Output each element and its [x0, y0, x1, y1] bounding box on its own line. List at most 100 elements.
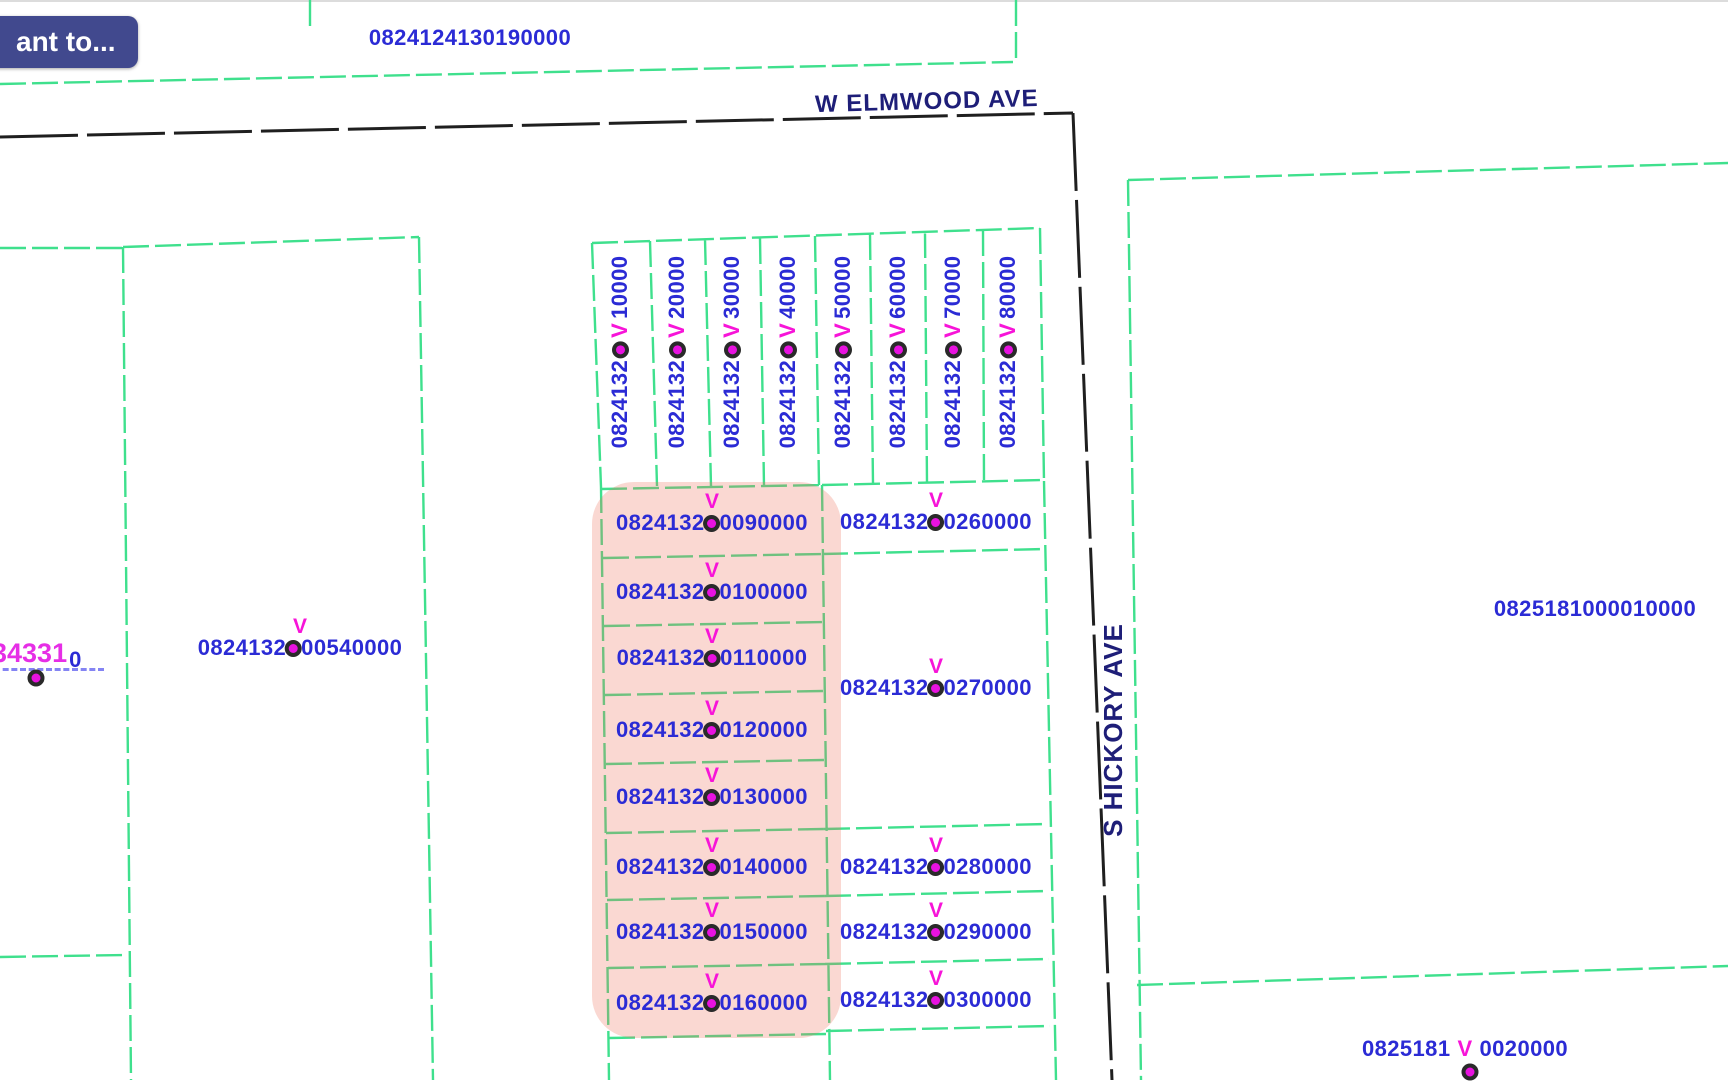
- parcel-id-prefix: 0824132: [616, 579, 705, 604]
- parcel-id-suffix: 0290000: [943, 919, 1032, 944]
- parcel-dot-icon: [779, 340, 797, 358]
- selection-highlight: [592, 482, 841, 1038]
- parcel-id-prefix: 0824132: [616, 645, 706, 670]
- v-marker: V: [928, 834, 944, 857]
- parcel-dot-icon: [703, 858, 721, 876]
- parcel-id-suffix: 0260000: [943, 509, 1032, 534]
- parcel-id-suffix: 0120000: [719, 717, 808, 742]
- parcel-id-prefix: 0824132: [840, 675, 929, 700]
- v-marker: V: [1457, 1036, 1473, 1061]
- parcel-id-suffix: 0280000: [943, 854, 1032, 879]
- v-marker: V: [885, 322, 910, 338]
- parcel-id-prefix: 0824132: [840, 509, 929, 534]
- street-label-elmwood: W ELMWOOD AVE: [814, 84, 1039, 119]
- v-marker: V: [830, 322, 855, 338]
- v-marker: V: [704, 697, 720, 720]
- v-marker: V: [928, 967, 944, 990]
- top-border: [0, 0, 1728, 2]
- parcel-id-prefix: 0824132: [995, 359, 1020, 449]
- parcel-id-suffix: 0300000: [943, 987, 1032, 1012]
- parcel-id-prefix: 0824132: [840, 987, 929, 1012]
- parcel-id-suffix: 0020000: [1479, 1036, 1568, 1061]
- parcel-id-label: V 0824132 0130000: [616, 765, 808, 808]
- parcel-id-suffix: 70000: [940, 255, 965, 319]
- parcel-dot-icon: [27, 669, 45, 687]
- v-marker: V: [928, 655, 944, 678]
- parcel-dot-icon: [285, 639, 303, 657]
- parcel-id-text: 0824132 0130000: [616, 786, 808, 808]
- parcel-dot-icon: [703, 583, 721, 601]
- parcel-id-prefix: 0824132: [616, 990, 705, 1015]
- parcel-dot-icon: [703, 788, 721, 806]
- parcel-dot-icon: [927, 991, 945, 1009]
- parcel-id-suffix: 0100000: [719, 579, 808, 604]
- parcel-dot-icon: [927, 679, 945, 697]
- parcel-id-label: V 0824132 0140000: [616, 835, 808, 879]
- parcel-id-text: 0824132 0150000: [616, 921, 808, 943]
- parcel-dot-icon: [611, 340, 629, 358]
- parcel-id-prefix: 0824132: [616, 919, 705, 944]
- parcel-id-label: V 0824132 0110000: [616, 626, 808, 670]
- parcel-id-suffix: 50000: [830, 255, 855, 319]
- parcel-id-suffix: 0110000: [720, 645, 808, 670]
- parcel-id-text: 0824132 0100000: [616, 581, 808, 603]
- road-lines-black: [0, 111, 1114, 1080]
- parcel-id-prefix: 0824132: [830, 359, 855, 449]
- parcel-id-prefix: 0824132: [616, 784, 705, 809]
- parcel-id-suffix: 00540000: [301, 635, 403, 660]
- parcel-dot-icon: [927, 923, 945, 941]
- parcel-id-suffix: 20000: [664, 255, 689, 319]
- parcel-id-suffix: 30000: [719, 255, 744, 319]
- parcel-dot-icon: [927, 513, 945, 531]
- parcel-id-text: 0824132 0120000: [616, 719, 808, 741]
- parcel-id-prefix: 0824132: [840, 854, 929, 879]
- parcel-dot-icon: [927, 858, 945, 876]
- v-marker: V: [704, 834, 720, 857]
- parcel-id-prefix: 0824132: [616, 854, 705, 879]
- parcel-dot-icon: [703, 721, 721, 739]
- parcel-id-suffix: 10000: [607, 255, 632, 319]
- parcel-id-label: V 0824132 0150000: [616, 900, 808, 943]
- parcel-column-label: 0824132 V 10000: [607, 255, 632, 449]
- parcel-dot-icon: [703, 994, 721, 1012]
- parcel-column-label: 0824132 V 70000: [940, 255, 965, 449]
- parcel-id-prefix: 0825181: [1362, 1036, 1451, 1061]
- v-marker: V: [704, 764, 720, 787]
- v-marker: V: [704, 970, 720, 993]
- parcel-id-label: 0824124130190000: [368, 25, 572, 50]
- parcel-id-suffix: 0160000: [719, 990, 808, 1015]
- parcel-id-suffix: 0140000: [719, 854, 808, 879]
- parcel-id-suffix: 0090000: [719, 510, 808, 535]
- parcel-dot-icon: [889, 340, 907, 358]
- v-marker: V: [664, 322, 689, 338]
- v-marker: V: [704, 559, 720, 582]
- parcel-id-label: V 0824132 0090000: [616, 491, 808, 534]
- parcel-id-label: V 0824132 0300000: [840, 968, 1032, 1011]
- i-want-to-button[interactable]: ant to...: [0, 16, 138, 68]
- parcel-id-suffix: 0150000: [719, 919, 808, 944]
- v-marker: V: [719, 322, 744, 338]
- parcel-id-prefix: 0824132: [840, 919, 929, 944]
- parcel-id-prefix: 0824132: [664, 359, 689, 449]
- parcel-id-text: 0824132 0090000: [616, 512, 808, 534]
- v-marker: V: [995, 322, 1020, 338]
- parcel-id-label: V 0824132 0120000: [616, 698, 808, 741]
- parcel-id-prefix: 0824132: [885, 359, 910, 449]
- parcel-dot-icon: [834, 340, 852, 358]
- parcel-dot-icon: [703, 923, 721, 941]
- parcel-id-prefix: 0824132: [719, 359, 744, 449]
- parcel-id-text: 0824132 00540000: [198, 637, 403, 659]
- parcel-column-label: 0824132 V 80000: [995, 256, 1020, 449]
- edge-parcel-number: 34331: [0, 638, 68, 668]
- parcel-id-text: 0824132 0300000: [840, 989, 1032, 1011]
- v-marker: V: [940, 322, 965, 338]
- parcel-dot-icon: [999, 340, 1017, 358]
- parcel-id-text: 0824132 0260000: [840, 511, 1032, 533]
- parcel-id-prefix: 0824132: [940, 359, 965, 449]
- edge-parcel-zero: 0: [69, 647, 82, 672]
- parcel-id-text: 0824132 0160000: [616, 992, 808, 1014]
- parcel-dot-icon: [1461, 1063, 1479, 1081]
- parcel-id-text: 0824132 0270000: [840, 677, 1032, 699]
